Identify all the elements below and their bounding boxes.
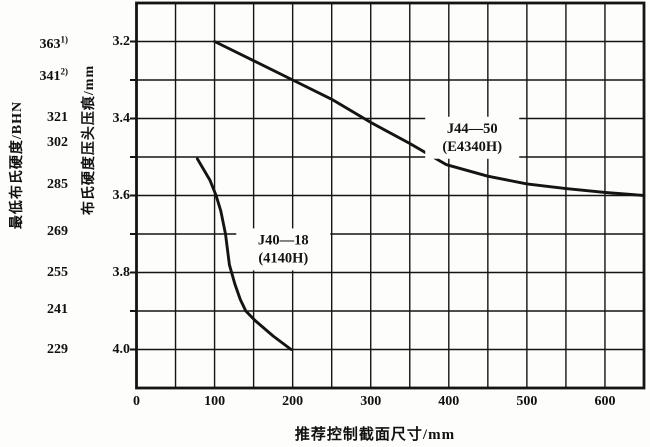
series-label-name: J44—50 <box>447 121 498 137</box>
bhn-tick-label: 269 <box>47 224 68 240</box>
series-curve-j40-18 <box>195 157 293 351</box>
bhn-tick-label: 255 <box>47 264 68 280</box>
series-label-background <box>236 228 331 271</box>
x-tick-label: 300 <box>360 394 382 409</box>
bhn-tick-label: 321 <box>47 110 68 126</box>
x-axis-title: 推荐控制截面尺寸/mm <box>294 427 456 443</box>
x-tick-label: 0 <box>133 394 140 409</box>
mm-tick-label: 3.6 <box>112 187 131 203</box>
bhn-tick-label: 241 <box>47 301 68 317</box>
bhn-tick-label: 229 <box>47 341 68 357</box>
mm-tick-label: 3.4 <box>112 110 131 126</box>
x-tick-label: 600 <box>594 394 616 409</box>
x-tick-label: 200 <box>282 394 304 409</box>
bhn-tick-label: 285 <box>47 177 68 193</box>
mm-tick-label: 3.2 <box>112 33 131 49</box>
x-tick-label: 100 <box>204 394 226 409</box>
bhn-tick-label: 3412) <box>39 66 69 85</box>
series-label-grade: (E4340H) <box>442 139 502 155</box>
bhn-tick-label: 3631) <box>39 34 69 53</box>
series-label-name: J40—18 <box>258 232 309 248</box>
x-tick-label: 400 <box>438 394 460 409</box>
bhn-tick-label: 302 <box>47 135 68 151</box>
series-label-background <box>425 116 520 159</box>
mm-tick-label: 4.0 <box>112 341 131 357</box>
x-tick-label: 500 <box>516 394 538 409</box>
series-label-grade: (4140H) <box>258 250 308 266</box>
mm-tick-label: 3.8 <box>112 264 131 280</box>
